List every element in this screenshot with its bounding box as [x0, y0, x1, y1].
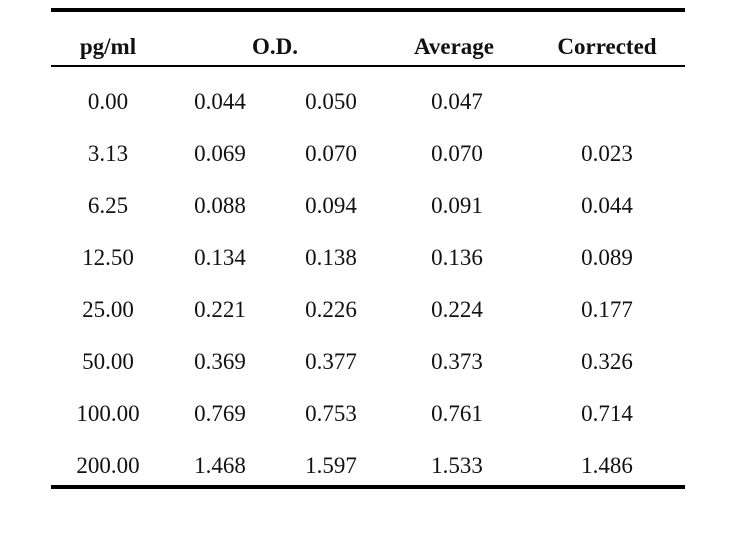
cell-corrected: [562, 87, 652, 117]
cell-od-2: 0.050: [305, 89, 357, 114]
cell-corrected: 0.714: [581, 401, 633, 426]
cell-concentration: 100.00: [76, 401, 140, 426]
cell-concentration: 0.00: [87, 89, 129, 114]
table-top-rule: [51, 8, 685, 12]
cell-corrected: 0.023: [581, 141, 633, 166]
cell-concentration: 200.00: [76, 453, 140, 478]
cell-corrected: 0.326: [581, 349, 633, 374]
cell-corrected: 0.089: [581, 245, 633, 270]
cell-average: 0.373: [431, 349, 483, 374]
cell-od-1: 0.069: [194, 141, 246, 166]
cell-od-1: 1.468: [194, 453, 246, 478]
table-row: 50.00 0.369 0.377 0.373 0.326: [0, 347, 750, 377]
cell-corrected: 1.486: [581, 453, 633, 478]
table-row: 0.00 0.044 0.050 0.047: [0, 87, 750, 117]
cell-average: 0.136: [431, 245, 483, 270]
table-row: 200.00 1.468 1.597 1.533 1.486: [0, 451, 750, 481]
cell-od-2: 1.597: [305, 453, 357, 478]
header-concentration: pg/ml: [79, 34, 137, 59]
cell-average: 0.091: [431, 193, 483, 218]
cell-od-1: 0.769: [194, 401, 246, 426]
table-bottom-rule: [51, 485, 685, 489]
cell-concentration: 50.00: [82, 349, 134, 374]
cell-corrected: 0.044: [581, 193, 633, 218]
header-corrected: Corrected: [557, 34, 657, 59]
cell-od-2: 0.094: [305, 193, 357, 218]
cell-concentration: 3.13: [87, 141, 129, 166]
cell-od-2: 0.226: [305, 297, 357, 322]
cell-average: 0.761: [431, 401, 483, 426]
table-row: 3.13 0.069 0.070 0.070 0.023: [0, 139, 750, 169]
cell-corrected: 0.177: [581, 297, 633, 322]
cell-concentration: 25.00: [82, 297, 134, 322]
cell-od-1: 0.044: [194, 89, 246, 114]
cell-od-1: 0.369: [194, 349, 246, 374]
cell-od-2: 0.377: [305, 349, 357, 374]
header-od: O.D.: [252, 34, 298, 59]
cell-average: 0.224: [431, 297, 483, 322]
table-row: 12.50 0.134 0.138 0.136 0.089: [0, 243, 750, 273]
cell-concentration: 6.25: [87, 193, 129, 218]
cell-average: 0.047: [431, 89, 483, 114]
table-row: 100.00 0.769 0.753 0.761 0.714: [0, 399, 750, 429]
table-row: 6.25 0.088 0.094 0.091 0.044: [0, 191, 750, 221]
table-header-rule: [51, 65, 685, 67]
header-average: Average: [413, 34, 495, 59]
cell-od-1: 0.221: [194, 297, 246, 322]
cell-od-2: 0.070: [305, 141, 357, 166]
cell-average: 0.070: [431, 141, 483, 166]
cell-od-1: 0.134: [194, 245, 246, 270]
cell-od-2: 0.753: [305, 401, 357, 426]
cell-concentration: 12.50: [82, 245, 134, 270]
cell-average: 1.533: [431, 453, 483, 478]
table-row: 25.00 0.221 0.226 0.224 0.177: [0, 295, 750, 325]
cell-od-1: 0.088: [194, 193, 246, 218]
cell-od-2: 0.138: [305, 245, 357, 270]
